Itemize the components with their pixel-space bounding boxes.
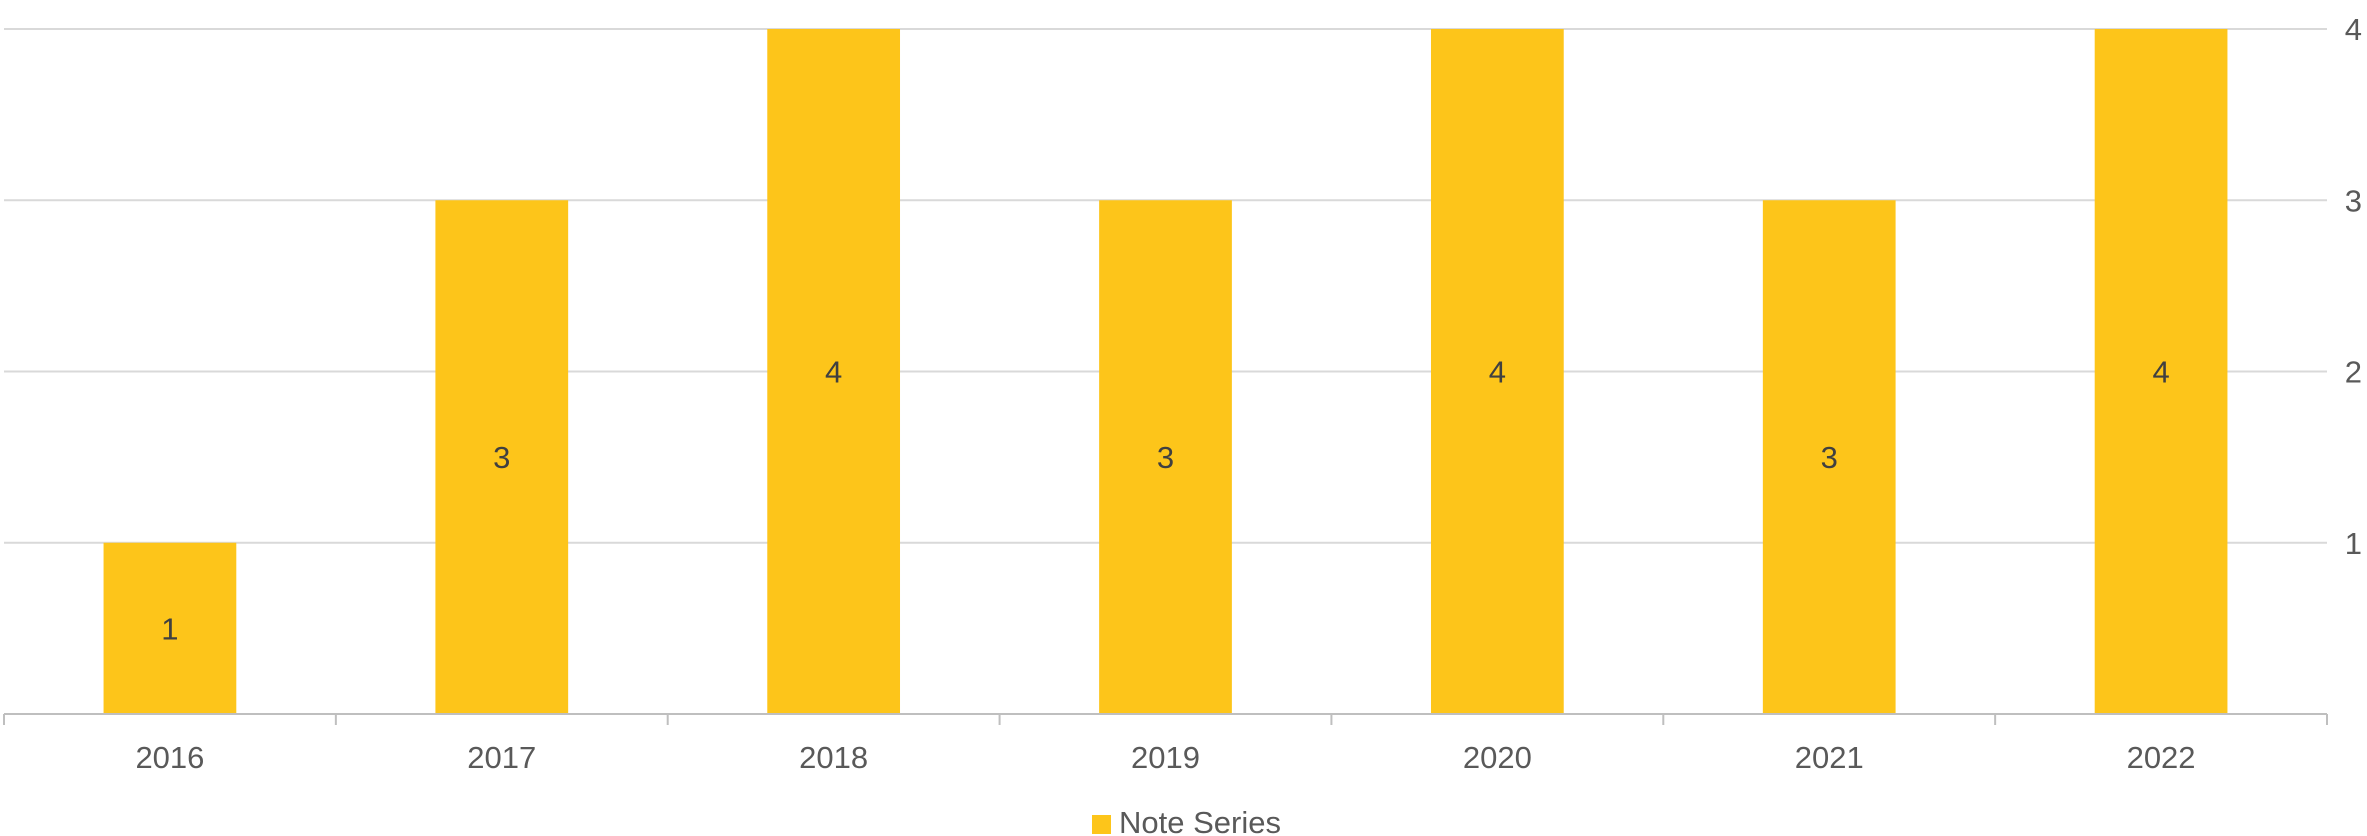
data-label: 1 [161, 611, 178, 646]
x-tick-label: 2020 [1463, 740, 1532, 775]
legend-swatch [1092, 815, 1111, 834]
bar [767, 29, 901, 714]
x-tick-label: 2019 [1131, 740, 1200, 775]
data-label: 3 [1821, 440, 1838, 475]
y-tick-label: 1 [2345, 526, 2362, 561]
x-axis [3, 713, 2328, 725]
y-tick-label: 4 [2345, 12, 2362, 47]
data-label: 3 [1157, 440, 1174, 475]
x-tick-label: 2022 [2127, 740, 2196, 775]
data-label: 4 [2152, 355, 2169, 390]
y-tick-label: 3 [2345, 183, 2362, 218]
bars [103, 29, 2228, 714]
bar [103, 542, 237, 714]
x-tick-label: 2018 [799, 740, 868, 775]
bar [1762, 200, 1896, 714]
bar [435, 200, 569, 714]
bar [2094, 29, 2228, 714]
data-label: 4 [1489, 355, 1506, 390]
x-tick-label: 2016 [135, 740, 204, 775]
legend-label: Note Series [1119, 805, 1281, 836]
x-tick-label: 2017 [467, 740, 536, 775]
data-label: 3 [493, 440, 510, 475]
bar [1099, 200, 1232, 714]
y-tick-label: 2 [2345, 355, 2362, 390]
labels: 1 2 3 4 1 3 4 3 4 3 4 2016 2017 2018 2019 2020 2021 2022 [135, 12, 2362, 775]
bar [1430, 29, 1564, 714]
data-label: 4 [825, 355, 842, 390]
x-tick-label: 2021 [1795, 740, 1864, 775]
legend: Note Series [1092, 805, 1281, 836]
